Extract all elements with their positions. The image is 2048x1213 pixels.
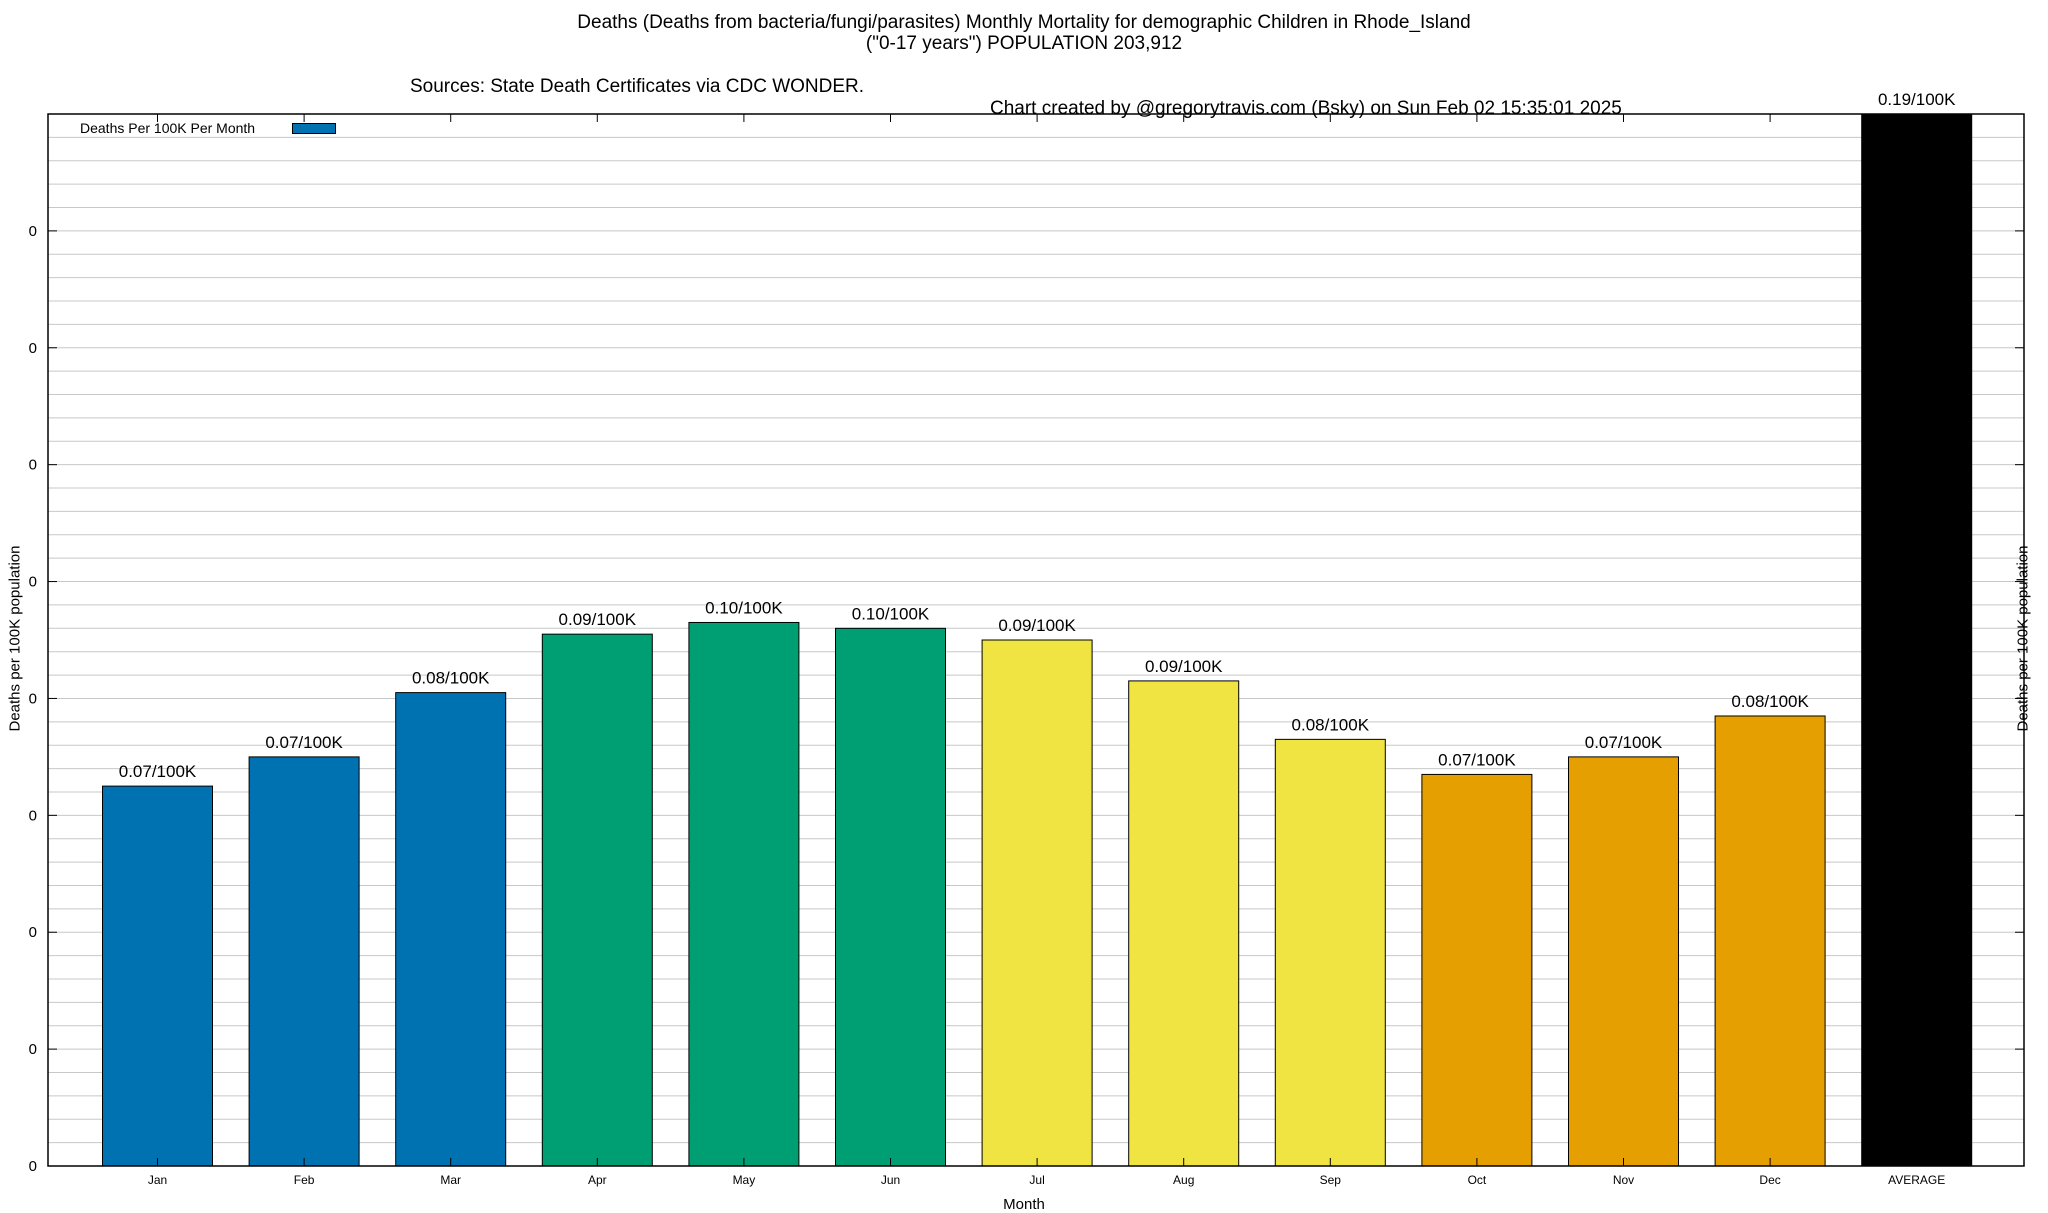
data-label: 0.07/100K (265, 733, 343, 752)
y-tick-label: 0 (29, 807, 37, 824)
y-tick-label: 0 (29, 924, 37, 941)
x-tick-label: Jul (1029, 1173, 1044, 1187)
bar-mar (395, 692, 507, 1167)
plot-frame (47, 113, 2025, 1167)
data-label: 0.10/100K (852, 604, 930, 623)
x-tick-label: Jun (881, 1173, 900, 1187)
bar-feb (248, 756, 360, 1167)
data-label: 0.08/100K (1731, 692, 1809, 711)
y-tick-label: 0 (29, 574, 37, 591)
bar-may (688, 621, 800, 1167)
bar-aug (1128, 680, 1240, 1167)
data-label: 0.09/100K (559, 610, 637, 629)
y-axis-label-left: Deaths per 100K population (6, 545, 24, 732)
x-tick-label: Feb (294, 1173, 315, 1187)
data-label: 0.08/100K (412, 669, 490, 688)
x-tick-label: Nov (1613, 1173, 1634, 1187)
legend-swatch (292, 123, 336, 134)
x-tick-label: Mar (440, 1173, 461, 1187)
chart-title: Deaths (Deaths from bacteria/fungi/paras… (577, 12, 1471, 33)
x-tick-label: Dec (1759, 1173, 1780, 1187)
x-axis-label: Month (1003, 1196, 1045, 1213)
data-label: 0.19/100K (1878, 90, 1956, 109)
y-tick-label: 0 (29, 340, 37, 357)
bar-jul (981, 639, 1093, 1167)
legend-label: Deaths Per 100K Per Month (80, 120, 256, 136)
bar-dec (1714, 715, 1826, 1167)
data-label: 0.09/100K (998, 616, 1076, 635)
axis-ticks: 0 0 0 0 0 0 0 0 0 Jan Feb Mar Apr May Jun Jul Aug Sep Oct N… (29, 114, 2024, 1187)
data-label: 0.07/100K (1585, 733, 1663, 752)
y-tick-label: 0 (29, 1158, 37, 1175)
bar-average (1861, 113, 1973, 1167)
bars: 0.07/100K 0.07/100K 0.08/100K 0.09/100K 0.10… (102, 90, 1973, 1167)
data-label: 0.08/100K (1292, 715, 1370, 734)
data-label: 0.07/100K (119, 762, 197, 781)
y-tick-label: 0 (29, 1041, 37, 1058)
data-label: 0.10/100K (705, 598, 783, 617)
x-tick-label: Aug (1173, 1173, 1194, 1187)
bar-oct (1421, 773, 1533, 1167)
y-tick-label: 0 (29, 457, 37, 474)
chart-titles: Deaths (Deaths from bacteria/fungi/paras… (0, 12, 2048, 54)
data-label: 0.07/100K (1438, 750, 1516, 769)
y-tick-label: 0 (29, 223, 37, 240)
bar-apr (541, 633, 653, 1167)
chart-subtitle: ("0-17 years") POPULATION 203,912 (865, 33, 1183, 54)
bar-nov (1568, 756, 1679, 1167)
bar-sep (1274, 738, 1386, 1167)
y-tick-label: 0 (29, 690, 37, 707)
bar-jan (102, 785, 213, 1167)
x-tick-label: AVERAGE (1888, 1173, 1945, 1187)
legend: Deaths Per 100K Per Month (80, 120, 336, 136)
data-label: 0.09/100K (1145, 657, 1223, 676)
x-tick-label: Apr (588, 1173, 607, 1187)
x-tick-label: Jan (148, 1173, 167, 1187)
bar-jun (835, 627, 946, 1167)
x-tick-label: May (733, 1173, 756, 1187)
sources-text: Sources: State Death Certificates via CD… (410, 76, 865, 97)
y-axis-label-right: Deaths per 100K population (2014, 545, 2032, 732)
x-tick-label: Oct (1468, 1173, 1487, 1187)
x-tick-label: Sep (1320, 1173, 1342, 1187)
